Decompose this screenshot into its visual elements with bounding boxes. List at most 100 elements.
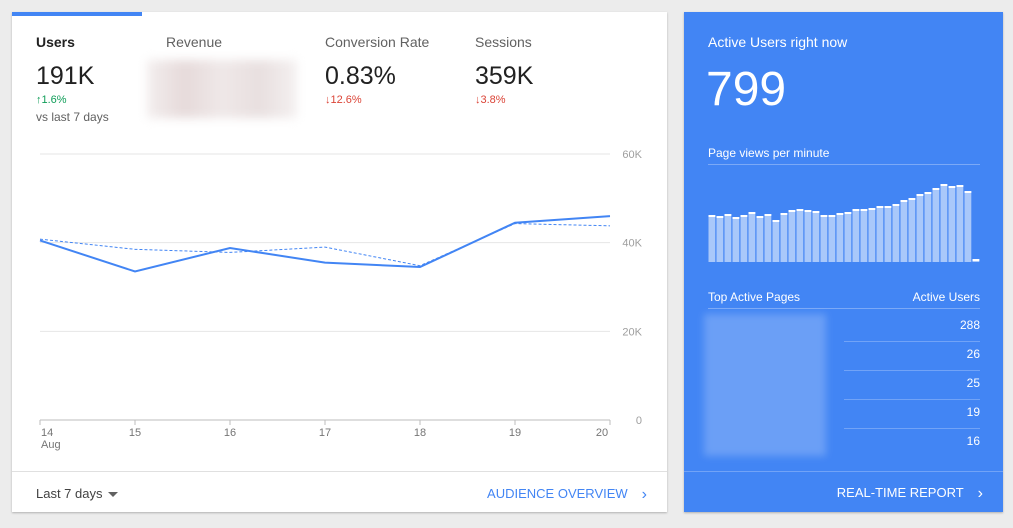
page-active-users: 25 bbox=[966, 376, 980, 390]
active-users-count: 799 bbox=[706, 63, 787, 116]
pageview-bar-cap bbox=[868, 208, 876, 210]
pageview-bar bbox=[804, 210, 812, 262]
pageview-bar bbox=[716, 216, 724, 262]
page-active-users: 16 bbox=[966, 434, 980, 448]
list-item[interactable]: 19 bbox=[844, 399, 980, 429]
pageview-bar-cap bbox=[708, 215, 716, 217]
pageview-bar-cap bbox=[828, 215, 836, 217]
x-tick-label: 17 bbox=[319, 427, 331, 439]
pageview-bar bbox=[748, 212, 756, 262]
caret-down-icon bbox=[107, 492, 118, 498]
pageview-bar bbox=[876, 206, 884, 262]
pageview-bar bbox=[796, 209, 804, 262]
list-item[interactable]: 288 bbox=[844, 312, 980, 342]
pageview-bar-cap bbox=[772, 220, 780, 222]
x-tick-label: 19 bbox=[509, 427, 521, 439]
pageviews-label: Page views per minute bbox=[708, 146, 830, 160]
list-item[interactable]: 25 bbox=[844, 370, 980, 400]
pageview-bar bbox=[956, 185, 964, 262]
x-tick-label: 15 bbox=[129, 427, 141, 439]
pageview-bar-cap bbox=[876, 206, 884, 208]
top-pages-redacted bbox=[704, 314, 826, 456]
pageview-bar bbox=[724, 214, 732, 262]
tab-sessions[interactable]: Sessions 359K ↓3.8% bbox=[475, 34, 533, 106]
divider bbox=[708, 164, 980, 165]
realtime-card: Active Users right now 799 Page views pe… bbox=[684, 12, 1003, 512]
active-users-header: Active Users bbox=[912, 290, 980, 304]
pageview-bar-cap bbox=[900, 200, 908, 202]
pageview-bar-cap bbox=[804, 210, 812, 212]
pageview-bar-cap bbox=[716, 216, 724, 218]
pageview-bar-cap bbox=[940, 184, 948, 186]
users-line-chart: 0 20K 40K 60K 14 15 16 17 18 19 20 Aug bbox=[39, 149, 643, 451]
chevron-right-icon: › bbox=[977, 485, 983, 503]
x-month-label: Aug bbox=[41, 439, 61, 451]
pageview-bar-cap bbox=[948, 186, 956, 188]
pageview-bar bbox=[772, 220, 780, 262]
pageview-bar bbox=[948, 186, 956, 262]
pageview-bar bbox=[844, 212, 852, 262]
pageview-bar bbox=[860, 209, 868, 262]
comparison-series-line bbox=[39, 223, 611, 267]
pageview-bar-cap bbox=[908, 198, 916, 200]
revenue-label: Revenue bbox=[166, 34, 223, 50]
pageview-bar bbox=[884, 206, 892, 262]
pageview-bar bbox=[932, 188, 940, 262]
y-tick-label: 60K bbox=[622, 149, 642, 161]
users-delta: ↑1.6% bbox=[36, 94, 67, 106]
arrow-down-icon: ↓ bbox=[475, 94, 481, 106]
page-active-users: 19 bbox=[966, 405, 980, 419]
conversion-rate-delta: ↓12.6% bbox=[325, 94, 362, 106]
page-active-users: 288 bbox=[959, 318, 980, 332]
overview-footer: Last 7 days AUDIENCE OVERVIEW › bbox=[12, 471, 667, 512]
date-range-dropdown[interactable]: Last 7 days bbox=[36, 486, 118, 501]
pageview-bar bbox=[940, 184, 948, 262]
realtime-title: Active Users right now bbox=[708, 34, 848, 50]
users-value: 191K bbox=[36, 62, 95, 90]
pageview-bar-cap bbox=[836, 213, 844, 215]
conversion-rate-label: Conversion Rate bbox=[325, 34, 430, 50]
pageview-bar bbox=[788, 210, 796, 262]
pageview-bar-cap bbox=[884, 206, 892, 208]
pageview-bar-cap bbox=[964, 191, 972, 193]
x-tick-label: 16 bbox=[224, 427, 236, 439]
pageview-bar-cap bbox=[756, 216, 764, 218]
pageview-bar bbox=[740, 215, 748, 262]
pageview-bar-cap bbox=[860, 209, 868, 211]
pageview-bar bbox=[780, 213, 788, 262]
chevron-right-icon: › bbox=[641, 486, 647, 504]
tab-conversion-rate[interactable]: Conversion Rate 0.83% ↓12.6% bbox=[325, 34, 429, 106]
users-label: Users bbox=[36, 34, 75, 50]
conversion-rate-value: 0.83% bbox=[325, 62, 396, 90]
pageview-bar bbox=[868, 208, 876, 262]
page-active-users: 26 bbox=[966, 347, 980, 361]
realtime-report-link[interactable]: REAL-TIME REPORT › bbox=[836, 485, 983, 503]
pageview-bar-cap bbox=[844, 212, 852, 214]
comparison-label: vs last 7 days bbox=[36, 110, 109, 124]
pageview-bar bbox=[836, 213, 844, 262]
pageview-bar-cap bbox=[852, 209, 860, 211]
list-item[interactable]: 16 bbox=[844, 428, 980, 457]
revenue-value-redacted bbox=[147, 60, 297, 118]
top-pages-header: Top Active Pages bbox=[708, 290, 801, 304]
pageview-bar-cap bbox=[924, 192, 932, 194]
list-item[interactable]: 26 bbox=[844, 341, 980, 371]
sessions-delta: ↓3.8% bbox=[475, 94, 506, 106]
pageview-bar bbox=[708, 215, 716, 262]
y-tick-label: 20K bbox=[622, 326, 642, 338]
tab-revenue[interactable]: Revenue bbox=[166, 34, 222, 52]
pageview-bar-cap bbox=[812, 211, 820, 213]
realtime-footer: REAL-TIME REPORT › bbox=[684, 471, 1003, 512]
pageview-bar bbox=[908, 198, 916, 262]
audience-overview-link[interactable]: AUDIENCE OVERVIEW › bbox=[487, 486, 647, 504]
pageview-bar bbox=[900, 200, 908, 262]
tab-users[interactable]: Users 191K ↑1.6% vs last 7 days bbox=[36, 34, 109, 124]
pageview-bar-cap bbox=[740, 215, 748, 217]
pageviews-bar-chart bbox=[708, 184, 980, 262]
arrow-down-icon: ↓ bbox=[325, 94, 331, 106]
divider bbox=[708, 308, 980, 309]
pageview-bar-cap bbox=[732, 217, 740, 219]
pageview-bar-cap bbox=[916, 194, 924, 196]
x-tick-label: 18 bbox=[414, 427, 426, 439]
pageview-bar bbox=[852, 209, 860, 262]
